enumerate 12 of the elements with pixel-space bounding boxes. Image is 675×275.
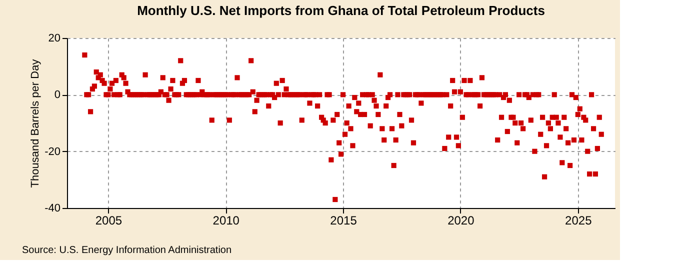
- y-tick-label: -40: [44, 202, 60, 214]
- y-tick-label: 0: [54, 89, 60, 102]
- x-tick-label: 2025: [565, 214, 592, 228]
- chart-title: Monthly U.S. Net Imports from Ghana of Total Petroleum Products: [137, 3, 545, 18]
- source-note: Source: U.S. Energy Information Administration: [22, 245, 232, 256]
- y-tick-label: 20: [48, 32, 60, 44]
- x-tick-label: 2005: [95, 214, 122, 228]
- y-axis-title: Thousand Barrels per Day: [30, 58, 42, 188]
- y-tick-label: -20: [44, 146, 60, 158]
- x-tick-label: 2020: [448, 214, 475, 228]
- x-tick-label: 2010: [212, 214, 240, 228]
- x-tick-label: 2015: [330, 214, 358, 228]
